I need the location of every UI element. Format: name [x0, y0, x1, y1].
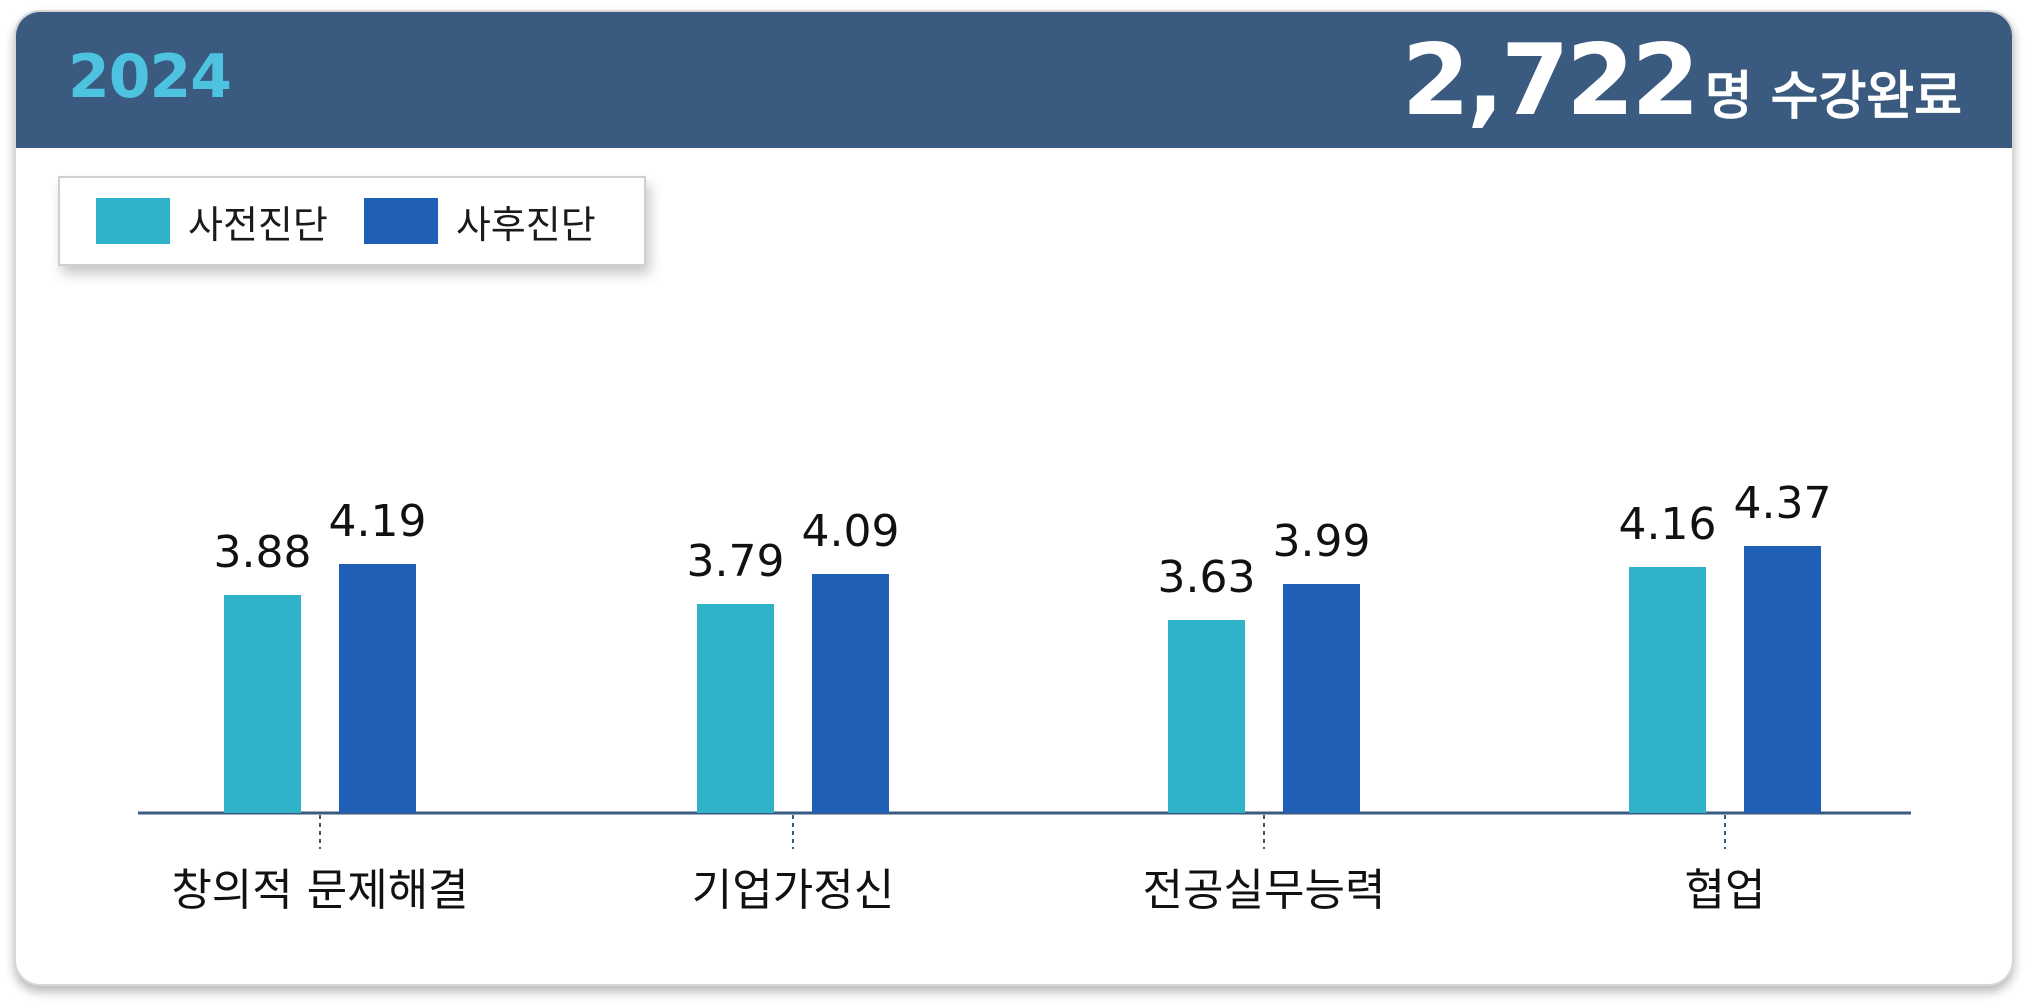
data-label: 4.16	[1619, 499, 1717, 550]
bar-post	[1283, 584, 1360, 813]
category-label: 협업	[1685, 865, 1766, 916]
chart-legend: 사전진단 사후진단	[58, 176, 646, 266]
legend-item-post: 사후진단	[363, 194, 596, 249]
completion-headline: 2,722 명 수강완료	[1402, 24, 1962, 138]
bar-post	[1744, 546, 1821, 813]
category-label: 전공실무능력	[1143, 865, 1386, 916]
legend-swatch-pre	[96, 198, 170, 244]
card-header: 2024 2,722 명 수강완료	[16, 12, 2012, 148]
legend-swatch-post	[363, 198, 438, 244]
data-label: 3.63	[1158, 552, 1256, 603]
bar-pre	[224, 595, 301, 813]
legend-item-pre: 사전진단	[96, 194, 328, 249]
bar-post	[812, 574, 889, 813]
data-label: 3.79	[687, 536, 785, 587]
bar-pre	[1629, 567, 1706, 813]
completion-count: 2,722	[1401, 24, 1700, 138]
category-label: 기업가정신	[692, 865, 894, 916]
category-label: 창의적 문제해결	[171, 865, 468, 916]
bar-pre	[697, 604, 774, 813]
completion-suffix: 명 수강완료	[1704, 67, 1962, 127]
data-label: 3.88	[214, 527, 312, 578]
bar-post	[339, 564, 416, 813]
data-label: 4.19	[329, 496, 427, 547]
year-label: 2024	[68, 42, 232, 112]
chart-card: 2024 2,722 명 수강완료	[14, 10, 2014, 986]
legend-label-post: 사후진단	[455, 202, 596, 247]
data-label: 4.09	[802, 506, 900, 557]
data-label: 4.37	[1734, 478, 1832, 529]
legend-label-pre: 사전진단	[188, 202, 328, 247]
data-label: 3.99	[1273, 516, 1371, 567]
bar-pre	[1168, 620, 1245, 813]
